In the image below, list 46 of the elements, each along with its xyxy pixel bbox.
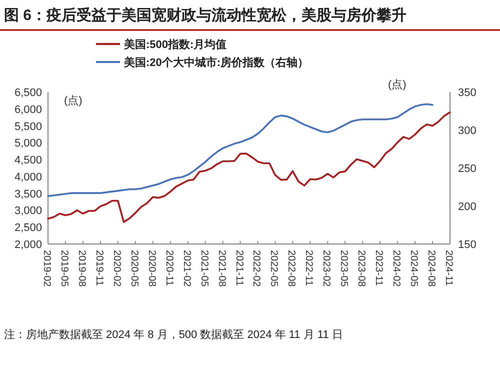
x-tick-label: 2021-11 — [233, 250, 244, 286]
x-tick-label: 2024-11 — [443, 250, 454, 286]
y-tick-label: 5,500 — [14, 120, 42, 133]
y-axis-title: (点) — [64, 94, 82, 107]
x-tick-label: 2024-02 — [390, 250, 402, 288]
x-tick-label: 2020-02 — [110, 250, 122, 288]
x-tick-label: 2024-05 — [408, 250, 420, 288]
x-tick-label: 2024-08 — [426, 250, 437, 288]
y-tick-label: 4,000 — [14, 171, 42, 184]
x-tick-label: 2022-11 — [303, 250, 314, 286]
x-tick-label: 2019-11 — [93, 250, 104, 286]
x-tick-label: 2019-02 — [41, 250, 52, 288]
y-tick-label: 4,500 — [14, 154, 42, 167]
x-tick-label: 2019-08 — [76, 250, 87, 288]
y2-tick-label: 300 — [458, 125, 476, 137]
x-tick-label: 2021-05 — [198, 250, 210, 288]
y-tick-label: 2,500 — [14, 222, 42, 234]
x-tick-label: 2022-08 — [286, 250, 297, 288]
x-tick-label: 2019-05 — [58, 250, 70, 288]
y2-tick-label: 350 — [458, 87, 476, 99]
x-tick-label: 2020-08 — [146, 250, 157, 288]
x-tick-label: 2023-08 — [356, 250, 367, 288]
x-tick-label: 2021-08 — [216, 250, 227, 288]
y-tick-label: 3,500 — [14, 188, 42, 200]
x-tick-label: 2023-02 — [320, 250, 332, 288]
x-tick-label: 2021-02 — [180, 250, 192, 288]
y-tick-label: 3,000 — [14, 205, 42, 218]
x-tick-label: 2022-05 — [268, 250, 280, 288]
y2-axis-title: (点) — [388, 78, 406, 91]
y2-tick-label: 250 — [458, 163, 476, 175]
y-tick-label: 6,500 — [14, 87, 42, 99]
legend-label: 美国:500指数:月均值 — [123, 38, 227, 51]
legend-label: 美国:20个大中城市:房价指数（右轴） — [123, 56, 309, 69]
text: 注：房地产数据截至 2024 年 8 月，500 数据截至 2024 年 11 月 11 日 — [4, 328, 343, 341]
y2-tick-label: 150 — [458, 239, 476, 251]
y-tick-label: 5,000 — [14, 138, 42, 150]
x-tick-label: 2020-05 — [128, 250, 140, 288]
y2-tick-label: 200 — [458, 201, 476, 213]
x-tick-label: 2023-05 — [338, 250, 350, 288]
y-tick-label: 2,000 — [14, 239, 42, 251]
y-tick-label: 6,000 — [14, 104, 42, 116]
line-series — [47, 111, 451, 223]
x-tick-label: 2023-11 — [373, 250, 384, 286]
chart-title: 图 6：疫后受益于美国宽财政与流动性宽松，美股与房价攀升 — [4, 6, 407, 24]
x-tick-label: 2020-11 — [163, 250, 174, 286]
x-tick-label: 2022-02 — [250, 250, 262, 288]
